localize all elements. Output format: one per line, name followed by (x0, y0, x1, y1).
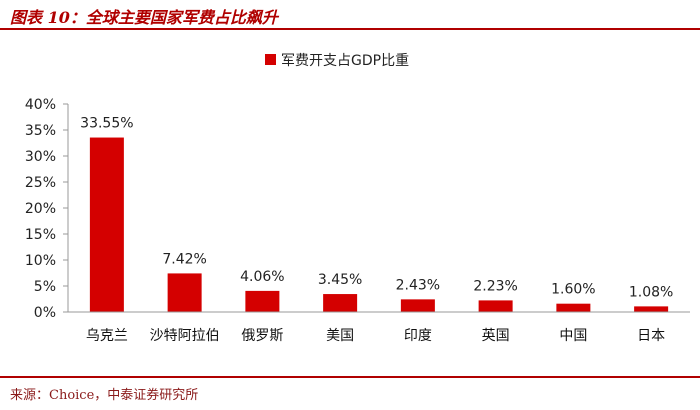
bar-value-label: 7.42% (162, 251, 206, 267)
bar-value-label: 4.06% (240, 269, 284, 285)
bar-value-label: 3.45% (318, 272, 362, 288)
military-spending-bar-chart: 军费开支占GDP比重 0% 5% 10% 15% 20% 25% 30% 35% 40% 33.… (25, 53, 690, 344)
x-category-label: 印度 (404, 328, 432, 344)
y-tick-label: 40% (25, 97, 56, 113)
y-axis: 0% 5% 10% 15% 20% 25% 30% 35% 40% (25, 97, 69, 321)
bar-1 (167, 273, 202, 312)
footer-divider (0, 376, 700, 378)
bar-6 (556, 303, 591, 312)
x-category-label: 俄罗斯 (241, 328, 283, 344)
title-divider (0, 28, 700, 30)
bar-value-label: 2.23% (473, 278, 517, 294)
bar-value-label: 1.08% (629, 284, 673, 300)
figure-title: 图表 10：全球主要国家军费占比飙升 (10, 8, 278, 27)
x-category-label: 英国 (482, 327, 510, 344)
bar-value-label: 33.55% (80, 116, 133, 132)
x-axis: 乌克兰 沙特阿拉伯 俄罗斯 美国 印度 英国 中国 日本 (68, 311, 690, 344)
bar-value-label: 2.43% (396, 277, 440, 293)
bar-series: 33.55% 7.42% 4.06% 3.45% 2.43% 2.23% 1.60% 1.08… (80, 116, 673, 312)
y-tick-label: 20% (25, 201, 56, 217)
bar-value-label: 1.60% (551, 282, 595, 298)
bar-5 (478, 300, 513, 312)
legend-label: 军费开支占GDP比重 (281, 53, 409, 69)
x-category-label: 日本 (637, 328, 665, 344)
x-category-label: 中国 (559, 328, 587, 344)
source-note: 来源：Choice，中泰证券研究所 (10, 388, 199, 403)
y-tick-label: 5% (34, 279, 56, 295)
y-tick-label: 0% (34, 305, 56, 321)
x-category-label: 沙特阿拉伯 (150, 328, 220, 344)
y-tick-label: 25% (25, 175, 56, 191)
legend-swatch (265, 54, 276, 65)
y-tick-label: 30% (25, 149, 56, 165)
bar-4 (400, 299, 435, 312)
y-tick-label: 15% (25, 227, 56, 243)
x-category-label: 乌克兰 (86, 328, 128, 344)
bar-3 (323, 294, 358, 312)
y-tick-label: 35% (25, 123, 56, 139)
bar-7 (634, 306, 669, 312)
y-tick-label: 10% (25, 253, 56, 269)
x-category-label: 美国 (326, 328, 354, 344)
bar-0 (89, 137, 124, 312)
bar-2 (245, 290, 280, 312)
chart-legend: 军费开支占GDP比重 (265, 53, 409, 69)
